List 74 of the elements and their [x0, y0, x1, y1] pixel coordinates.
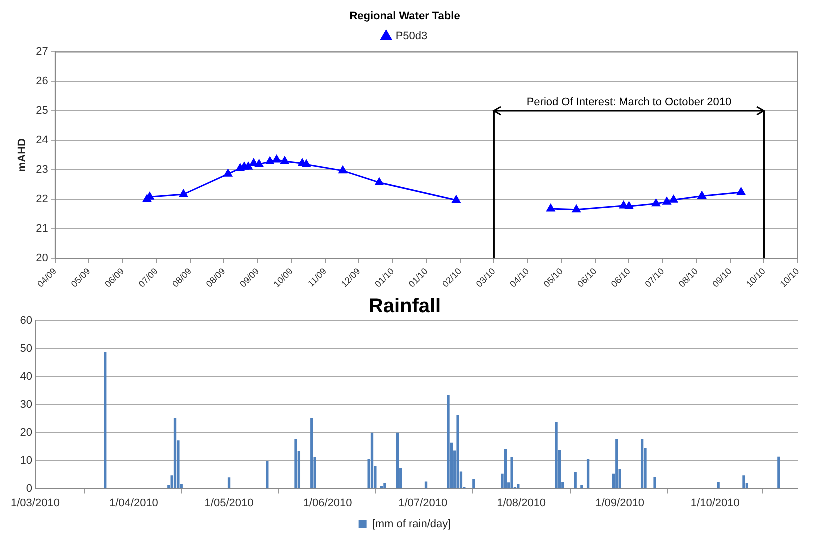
point: [244, 162, 253, 170]
y-tick-label: 22: [36, 194, 48, 206]
point: [272, 155, 282, 163]
bar: [778, 456, 780, 489]
point: [280, 156, 290, 164]
bar: [555, 422, 558, 489]
bar: [580, 485, 584, 489]
point: [452, 196, 461, 204]
bar: [228, 478, 231, 489]
y-tick-label: 20: [36, 252, 48, 264]
point: [737, 188, 746, 196]
bar: [294, 440, 298, 489]
y-tick-label: 60: [20, 315, 32, 328]
bar: [447, 395, 450, 489]
y-tick-label: 21: [36, 223, 48, 236]
bar: [380, 486, 384, 489]
bar: [370, 432, 374, 489]
annotation: Period Of Interest: March to October 2010: [526, 96, 732, 109]
y-tick-label: 40: [20, 370, 32, 383]
y-axis-title: mAHD: [16, 138, 29, 172]
bar: [104, 352, 107, 489]
x-tick-label: 1/07/2010: [398, 497, 448, 510]
x-tick-label: 1/04/2010: [109, 497, 158, 510]
point: [302, 160, 311, 168]
y-tick-label: 10: [20, 454, 32, 467]
point: [670, 195, 678, 203]
point: [572, 205, 581, 213]
bar: [310, 418, 314, 489]
point: [546, 204, 556, 212]
y-tick-label: 24: [36, 134, 48, 147]
chart-title: Regional Water Table: [350, 10, 460, 23]
bar: [504, 449, 508, 489]
point: [224, 169, 232, 177]
point: [338, 166, 348, 174]
bar: [640, 440, 644, 489]
bar: [517, 484, 520, 489]
bar: [266, 461, 269, 489]
point: [698, 192, 706, 200]
point: [179, 190, 188, 198]
bar: [472, 479, 476, 489]
point: [255, 160, 264, 168]
bar: [456, 415, 460, 489]
bar: [616, 440, 618, 489]
legend-label: P50d3: [396, 30, 428, 43]
x-tick-label: 1/10/2010: [690, 497, 740, 510]
bar: [574, 472, 577, 489]
bar: [654, 477, 656, 489]
x-tick-label: 1/05/2010: [204, 497, 254, 510]
point: [375, 178, 384, 186]
y-tick-label: 25: [36, 105, 48, 118]
bar: [384, 483, 386, 489]
chart-title: Rainfall: [368, 296, 442, 318]
bar: [174, 418, 177, 489]
x-tick-label: 1/06/2010: [303, 497, 352, 510]
y-tick-label: 50: [20, 343, 32, 355]
bar: [510, 457, 514, 489]
bar: [742, 476, 746, 489]
y-tick-label: 30: [20, 398, 32, 411]
y-tick-label: 0: [26, 482, 32, 495]
x-tick-label: 1/03/2010: [11, 497, 60, 510]
legend-label: [mm of rain/day]: [372, 518, 452, 531]
y-tick-label: 23: [36, 164, 48, 176]
point: [266, 157, 274, 165]
bar: [586, 459, 590, 489]
bar: [717, 482, 720, 489]
y-tick-label: 20: [20, 426, 32, 439]
x-tick-label: 1/09/2010: [596, 497, 645, 510]
bar: [396, 432, 399, 489]
point: [662, 197, 672, 205]
y-tick-label: 26: [36, 76, 48, 88]
point: [652, 199, 660, 207]
x-tick-label: 1/08/2010: [497, 497, 546, 510]
point: [625, 202, 634, 210]
y-tick-label: 27: [36, 46, 48, 58]
